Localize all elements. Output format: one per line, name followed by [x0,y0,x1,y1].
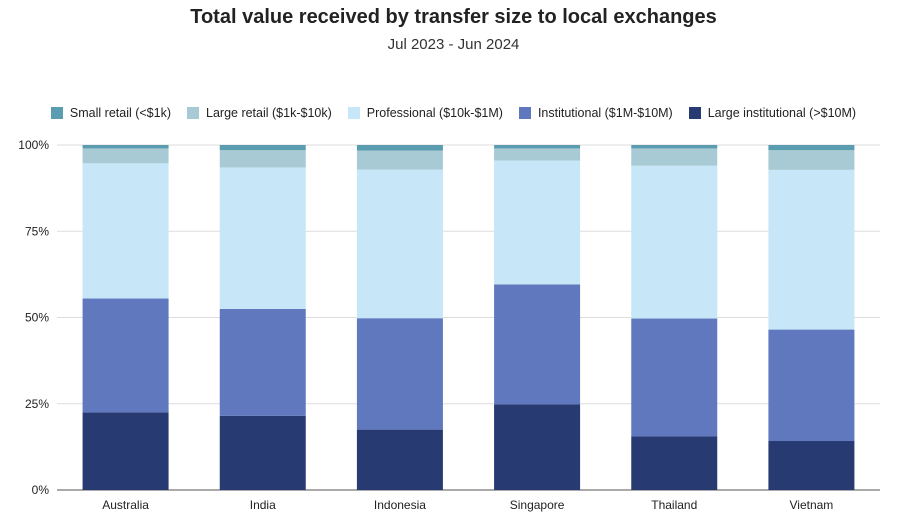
bar-segment [494,145,581,149]
chart-subtitle: Jul 2023 - Jun 2024 [387,36,520,53]
bar-segment [82,148,169,164]
bar-segment [768,329,855,442]
bar-segment [768,169,855,330]
bar-segment [494,148,581,161]
bar-segment [356,318,443,430]
bar-segment [219,415,306,490]
legend-item: Professional ($10k-$1M) [347,106,503,120]
legend-swatch [187,107,199,119]
y-tick-label: 75% [25,224,49,238]
bar-segment [768,145,855,151]
bar-segment [82,298,169,413]
bar-segment [356,150,443,170]
legend: Small retail (<$1k) Large retail ($1k-$10… [0,106,907,120]
legend-label: Large retail ($1k-$10k) [206,106,332,120]
x-tick-label: Australia [102,498,149,512]
bar-segment [219,167,306,309]
y-tick-label: 0% [32,483,50,497]
bar-segment [219,308,306,416]
legend-label: Institutional ($1M-$10M) [537,106,673,120]
bar-segment [631,165,718,319]
bar-segment [631,318,718,437]
legend-swatch [50,107,63,119]
legend-swatch [518,107,531,119]
bar-segment [82,163,169,299]
legend-item: Small retail (<$1k) [50,106,171,120]
legend-item: Large retail ($1k-$10k) [187,106,332,120]
bar-segment [356,429,443,490]
x-tick-label: Vietnam [790,498,834,512]
legend-label: Small retail (<$1k) [69,106,171,120]
x-tick-label: Thailand [651,498,697,512]
bar-segment [219,150,306,168]
x-tick-label: India [250,498,276,512]
legend-swatch [688,107,701,119]
legend-item: Institutional ($1M-$10M) [518,106,673,120]
bar-segment [768,150,855,170]
y-tick-label: 25% [25,397,49,411]
legend-swatch [347,107,360,119]
y-tick-label: 100% [18,138,49,152]
bar-segment [356,145,443,151]
bar-segment [82,145,169,149]
legend-item: Large institutional (>$10M) [688,106,857,120]
bar-segment [631,145,718,149]
bar-segment [219,145,306,151]
bar-segment [356,169,443,319]
chart-title: Total value received by transfer size to… [190,6,717,28]
legend-label: Professional ($10k-$1M) [366,106,503,120]
bar-segment [82,412,169,490]
y-tick-label: 50% [25,311,49,325]
legend-label: Large institutional (>$10M) [707,106,857,120]
bar-segment [631,436,718,490]
x-tick-label: Singapore [510,498,565,512]
bar-segment [494,160,581,285]
bar-segment [494,404,581,490]
bar-segment [494,284,581,405]
bar-segment [768,441,855,490]
bar-segment [631,148,718,166]
x-tick-label: Indonesia [374,498,426,512]
